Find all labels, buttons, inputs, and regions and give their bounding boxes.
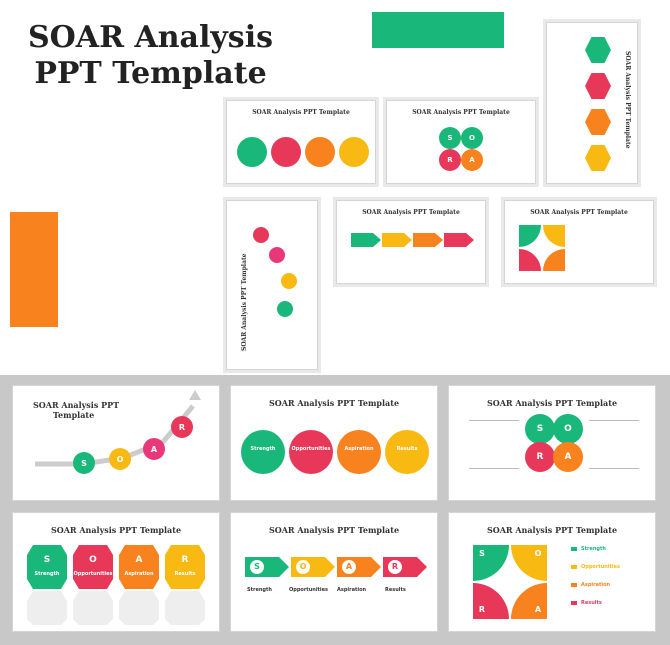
- hero-slide-quad-circles[interactable]: SOAR Analysis PPT Template S O R A: [386, 100, 536, 184]
- green-accent-bar: [372, 12, 504, 48]
- path-circle-red: [253, 227, 269, 243]
- arrow-row-small: [351, 233, 474, 247]
- slide-hexagons[interactable]: SOAR Analysis PPT Template S O A R Stren…: [12, 512, 220, 632]
- grid-circle-a: A: [553, 442, 583, 472]
- big-circle-results: [385, 430, 429, 474]
- hero-slide-circles[interactable]: SOAR Analysis PPT Template: [226, 100, 376, 184]
- circle-aspiration: [305, 137, 335, 167]
- hero-slide-arrows[interactable]: SOAR Analysis PPT Template: [336, 200, 486, 284]
- path-circle-pink: [269, 247, 285, 263]
- slide-four-circles[interactable]: SOAR Analysis PPT Template Strength Oppo…: [230, 385, 438, 501]
- hero-slide-quadrant[interactable]: SOAR Analysis PPT Template: [504, 200, 654, 284]
- hero-title: SOAR Analysis PPT Template: [28, 20, 273, 91]
- grid-circle-s: S: [525, 414, 555, 444]
- quad-circle-a: A: [461, 149, 483, 171]
- circle-results: [339, 137, 369, 167]
- hex-o: [585, 73, 611, 99]
- hero-panel: SOAR Analysis PPT Template SOAR Analysis…: [0, 0, 670, 375]
- circle-opportunities: [271, 137, 301, 167]
- grid-circle-r: R: [525, 442, 555, 472]
- slide-quad-circles[interactable]: SOAR Analysis PPT Template S O R A: [448, 385, 656, 501]
- step-circle-a: A: [143, 438, 165, 460]
- slide-path-steps[interactable]: SOAR Analysis PPT Template S O A R: [12, 385, 220, 501]
- orange-accent-bar: [10, 212, 58, 327]
- quad-circle-s: S: [439, 127, 461, 149]
- quad-circle-o: O: [461, 127, 483, 149]
- vertical-path-title: SOAR Analysis PPT Template: [241, 253, 248, 351]
- slide-arrows[interactable]: SOAR Analysis PPT Template S O A R Stren…: [230, 512, 438, 632]
- hero-slide-vertical-path[interactable]: SOAR Analysis PPT Template: [226, 200, 318, 370]
- step-circle-o: O: [109, 448, 131, 470]
- slide-quadrant[interactable]: SOAR Analysis PPT Template S O R A Stren…: [448, 512, 656, 632]
- big-circle-aspiration: [337, 430, 381, 474]
- vertical-slide-title: SOAR Analysis PPT Template: [624, 51, 631, 149]
- arrow-row: [245, 557, 427, 577]
- circle-strength: [237, 137, 267, 167]
- path-arrow-line: [35, 390, 201, 467]
- quad-circle-r: R: [439, 149, 461, 171]
- big-circle-strength: [241, 430, 285, 474]
- hex-row: [27, 545, 205, 625]
- hex-s: [585, 37, 611, 63]
- step-circle-s: S: [73, 452, 95, 474]
- quad-center: [532, 238, 552, 258]
- grid-circle-o: O: [553, 414, 583, 444]
- path-circle-orange: [281, 273, 297, 289]
- hero-slide-vertical-hex[interactable]: SOAR Analysis PPT Template: [546, 22, 638, 184]
- big-quad-center: [494, 566, 526, 598]
- hex-r: [585, 145, 611, 171]
- path-circle-green: [277, 301, 293, 317]
- hex-a: [585, 109, 611, 135]
- big-circle-opportunities: [289, 430, 333, 474]
- step-circle-r: R: [171, 416, 193, 438]
